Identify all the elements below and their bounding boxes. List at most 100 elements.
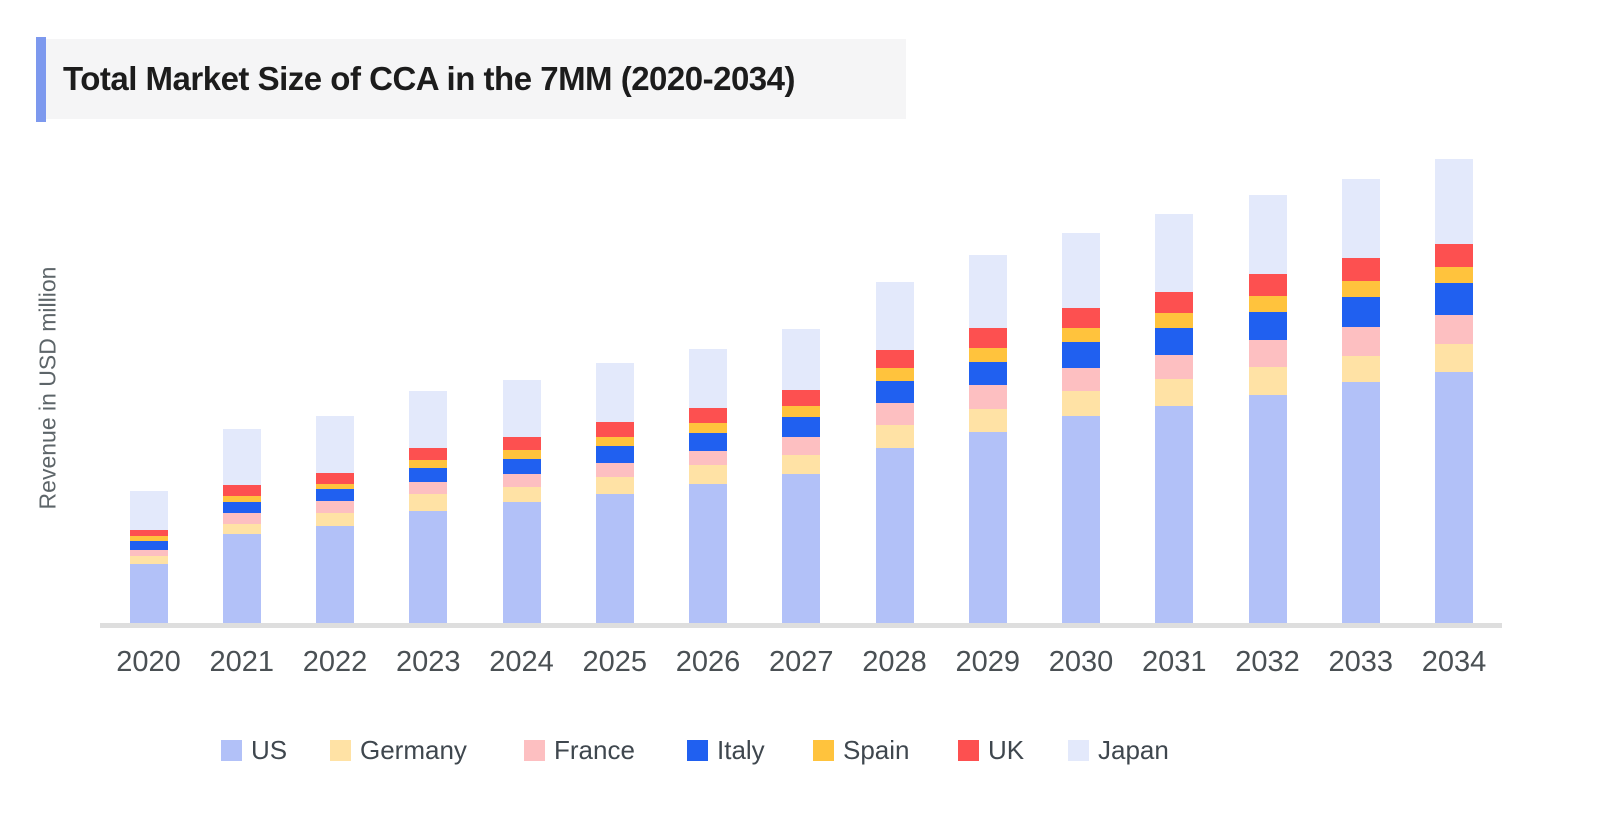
bar-2025: [595, 363, 634, 623]
bar-segment-2020-france: [129, 550, 168, 556]
legend-swatch-uk: [958, 739, 979, 761]
bar-segment-2028-uk: [875, 350, 914, 368]
bar-segment-2021-italy: [222, 502, 261, 513]
legend-label: France: [554, 735, 635, 765]
bar-segment-2033-japan: [1341, 179, 1380, 258]
bar-2021: [222, 429, 261, 623]
bar-segment-2020-italy: [129, 541, 168, 550]
bar-segment-2028-us: [875, 448, 914, 623]
bar-segment-2034-spain: [1435, 267, 1473, 283]
bar-2031: [1155, 214, 1194, 623]
bar-segment-2029-japan: [968, 255, 1007, 328]
bar-segment-2028-spain: [875, 368, 914, 381]
bar-2033: [1341, 179, 1380, 623]
bar-segment-2025-spain: [595, 437, 634, 446]
bar-segment-2033-uk: [1341, 258, 1380, 281]
bar-segment-2027-uk: [782, 390, 821, 406]
legend-item-japan[interactable]: Japan: [1068, 737, 1169, 763]
bar-segment-2024-italy: [502, 459, 541, 474]
bar-segment-2025-france: [595, 463, 634, 477]
bar-segment-2029-spain: [968, 348, 1007, 362]
bar-segment-2031-spain: [1155, 313, 1194, 328]
title-accent-bar: [36, 37, 46, 122]
bar-segment-2029-france: [968, 385, 1007, 409]
bar-segment-2030-spain: [1062, 328, 1100, 342]
legend-item-germany[interactable]: Germany: [330, 737, 467, 763]
bar-segment-2030-us: [1062, 416, 1100, 623]
x-tick-2021: 2021: [209, 646, 274, 678]
x-tick-2026: 2026: [675, 646, 741, 678]
bar-segment-2027-germany: [782, 455, 821, 474]
bar-segment-2024-germany: [502, 487, 541, 502]
bar-segment-2034-us: [1435, 372, 1473, 623]
bar-segment-2032-spain: [1248, 296, 1287, 312]
legend-swatch-us: [221, 739, 242, 761]
bar-segment-2026-france: [689, 451, 727, 465]
bar-segment-2028-italy: [875, 381, 914, 403]
x-tick-2033: 2033: [1328, 646, 1393, 678]
bar-segment-2032-france: [1248, 340, 1287, 367]
bar-segment-2026-spain: [689, 423, 727, 433]
bar-segment-2025-uk: [595, 422, 634, 437]
bar-segment-2025-italy: [595, 446, 634, 463]
bar-segment-2032-italy: [1248, 312, 1287, 340]
bar-2020: [129, 491, 168, 623]
bar-segment-2030-uk: [1062, 308, 1100, 328]
legend-swatch-france: [524, 739, 545, 761]
bar-segment-2024-japan: [502, 380, 541, 437]
bar-segment-2023-japan: [409, 391, 448, 448]
x-tick-2024: 2024: [489, 646, 554, 678]
x-tick-2031: 2031: [1141, 646, 1207, 678]
x-axis-line: [100, 623, 1502, 628]
bar-segment-2031-japan: [1155, 214, 1194, 292]
bar-segment-2034-uk: [1435, 244, 1473, 267]
bar-segment-2021-japan: [222, 429, 261, 485]
legend-item-us[interactable]: US: [221, 737, 287, 763]
bar-segment-2029-us: [968, 432, 1007, 623]
x-tick-2028: 2028: [862, 646, 927, 678]
legend-item-uk[interactable]: UK: [958, 737, 1024, 763]
bar-segment-2021-france: [222, 513, 261, 524]
bar-segment-2031-uk: [1155, 292, 1194, 313]
bar-segment-2024-uk: [502, 437, 541, 450]
x-tick-2034: 2034: [1421, 646, 1487, 678]
bar-2034: [1435, 159, 1473, 623]
bar-segment-2030-japan: [1062, 233, 1100, 308]
x-tick-2030: 2030: [1048, 646, 1114, 678]
x-tick-2020: 2020: [116, 646, 181, 678]
bar-segment-2021-uk: [222, 485, 261, 496]
bar-2030: [1062, 233, 1100, 623]
bar-segment-2024-france: [502, 474, 541, 487]
bar-segment-2026-us: [689, 484, 727, 623]
bar-segment-2030-italy: [1062, 342, 1100, 368]
bar-segment-2034-france: [1435, 315, 1473, 344]
bar-segment-2023-france: [409, 482, 448, 494]
bar-segment-2027-france: [782, 437, 821, 455]
x-tick-2032: 2032: [1235, 646, 1300, 678]
bar-2026: [689, 349, 727, 623]
bar-segment-2021-spain: [222, 496, 261, 502]
bar-segment-2032-us: [1248, 395, 1287, 623]
bar-segment-2027-spain: [782, 406, 821, 417]
bar-segment-2023-germany: [409, 494, 448, 511]
bar-segment-2023-uk: [409, 448, 448, 460]
legend-item-italy[interactable]: Italy: [687, 737, 765, 763]
legend-item-france[interactable]: France: [524, 737, 635, 763]
bar-segment-2026-japan: [689, 349, 727, 408]
bar-segment-2023-italy: [409, 468, 448, 482]
bar-segment-2022-us: [316, 526, 354, 623]
title-box: Total Market Size of CCA in the 7MM (202…: [46, 39, 906, 119]
bar-segment-2033-italy: [1341, 297, 1380, 327]
bar-segment-2033-us: [1341, 382, 1380, 623]
bar-segment-2021-us: [222, 534, 261, 623]
bar-segment-2022-japan: [316, 416, 354, 473]
bar-2027: [782, 329, 821, 623]
bar-segment-2034-italy: [1435, 283, 1473, 315]
bar-segment-2028-germany: [875, 425, 914, 448]
legend-item-spain[interactable]: Spain: [813, 737, 910, 763]
legend-label: Japan: [1098, 735, 1169, 765]
bar-segment-2023-spain: [409, 460, 448, 468]
x-tick-2029: 2029: [955, 646, 1020, 678]
legend-label: Italy: [717, 735, 765, 765]
bar-segment-2025-us: [595, 494, 634, 623]
